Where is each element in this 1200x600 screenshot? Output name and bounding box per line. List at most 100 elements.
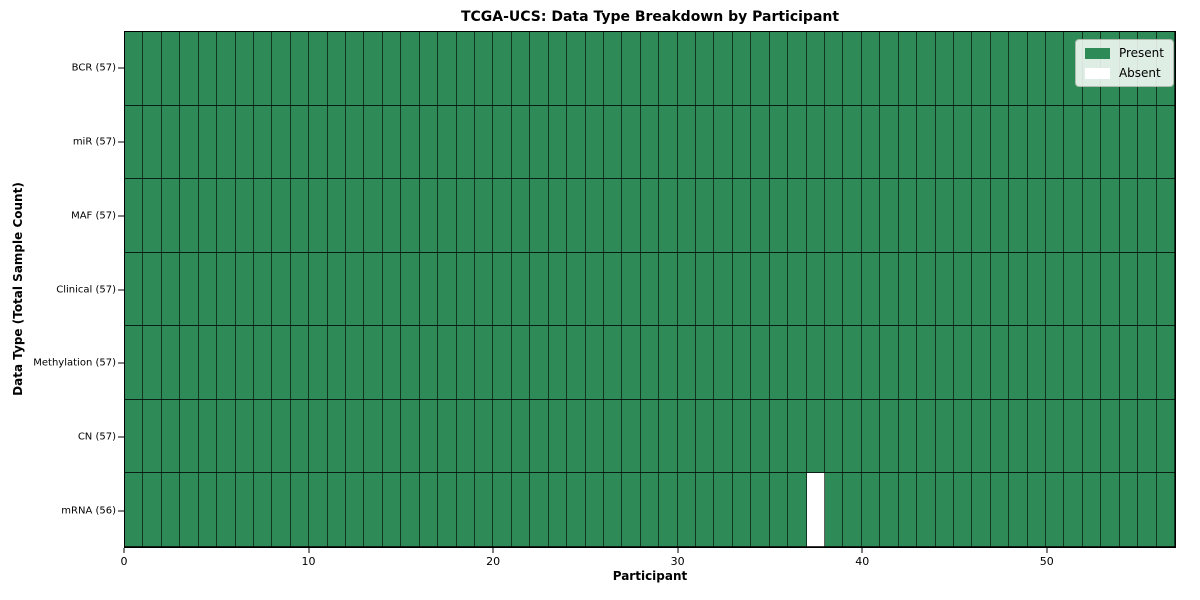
heatmap-cell xyxy=(1156,252,1175,327)
heatmap-cell xyxy=(806,252,825,327)
heatmap-cell xyxy=(161,252,181,327)
heatmap-cell xyxy=(806,179,825,253)
x-tick-label: 30 xyxy=(670,555,685,568)
heatmap-cell xyxy=(659,32,678,106)
heatmap-cell xyxy=(475,326,494,400)
heatmap-cell xyxy=(603,252,623,327)
heatmap-cell xyxy=(548,326,568,400)
heatmap-cell xyxy=(1156,473,1175,547)
heatmap-cell xyxy=(1009,326,1028,400)
heatmap-cell xyxy=(732,473,752,547)
heatmap-cell xyxy=(309,179,328,253)
heatmap-cell xyxy=(843,473,862,547)
heatmap-cell xyxy=(972,179,991,253)
heatmap-cell xyxy=(640,32,660,106)
heatmap-cell xyxy=(935,179,954,253)
heatmap-cell xyxy=(825,252,844,327)
heatmap-cell xyxy=(1119,326,1139,400)
y-tick-label: Methylation (57) xyxy=(33,357,116,369)
heatmap-cell xyxy=(1046,32,1065,106)
heatmap-cell xyxy=(401,252,420,327)
y-tick-mark xyxy=(118,215,124,217)
heatmap-cell xyxy=(198,326,218,400)
heatmap-cell xyxy=(253,399,273,474)
heatmap-cell xyxy=(180,326,199,400)
heatmap-cell xyxy=(327,399,347,474)
heatmap-cell xyxy=(1082,252,1102,327)
heatmap-cell xyxy=(364,473,383,547)
heatmap-cell xyxy=(1101,105,1120,180)
heatmap-cell xyxy=(161,105,181,180)
heatmap-cell xyxy=(438,473,457,547)
heatmap-cell xyxy=(327,252,347,327)
heatmap-cell xyxy=(493,105,512,180)
heatmap-cell xyxy=(493,179,512,253)
heatmap-cell xyxy=(1119,105,1139,180)
y-tick-mark xyxy=(118,436,124,438)
heatmap-cell xyxy=(788,326,807,400)
heatmap-cell xyxy=(567,473,586,547)
heatmap-cell xyxy=(253,473,273,547)
heatmap-cell xyxy=(917,105,936,180)
heatmap-cell xyxy=(290,252,310,327)
heatmap-cell xyxy=(788,32,807,106)
heatmap-cell xyxy=(1064,105,1083,180)
heatmap-cell xyxy=(1119,473,1139,547)
heatmap-cell xyxy=(769,105,789,180)
heatmap-cell xyxy=(530,473,549,547)
heatmap-cell xyxy=(567,399,586,474)
heatmap-cell xyxy=(1027,32,1047,106)
heatmap-cell xyxy=(1046,473,1065,547)
heatmap-cell xyxy=(401,32,420,106)
heatmap-cell xyxy=(880,326,899,400)
heatmap-cell xyxy=(382,179,402,253)
heatmap-cell xyxy=(622,32,641,106)
heatmap-cell xyxy=(511,32,531,106)
heatmap-cell xyxy=(825,32,844,106)
heatmap-cell xyxy=(935,399,954,474)
present-swatch xyxy=(1084,47,1110,59)
heatmap-cell xyxy=(1009,105,1028,180)
heatmap-cell xyxy=(825,326,844,400)
x-tick-label: 40 xyxy=(855,555,870,568)
heatmap-cell xyxy=(1009,399,1028,474)
heatmap-cell xyxy=(603,105,623,180)
heatmap-cell xyxy=(843,105,862,180)
heatmap-cell xyxy=(235,473,254,547)
x-tick-mark xyxy=(677,548,679,553)
y-tick-mark xyxy=(118,289,124,290)
heatmap-cell xyxy=(953,473,973,547)
y-tick-label: CN (57) xyxy=(77,431,116,443)
heatmap-cell xyxy=(346,32,365,106)
heatmap-cell xyxy=(696,326,715,400)
heatmap-cell xyxy=(1101,399,1120,474)
heatmap-cell xyxy=(585,252,604,327)
heatmap-cell xyxy=(640,326,660,400)
heatmap-cell xyxy=(530,32,549,106)
heatmap-cell xyxy=(1101,252,1120,327)
heatmap-cell xyxy=(309,32,328,106)
heatmap-cell xyxy=(603,399,623,474)
heatmap-cell xyxy=(990,179,1010,253)
heatmap-cell xyxy=(235,326,254,400)
heatmap-cell xyxy=(953,179,973,253)
heatmap-cell xyxy=(346,399,365,474)
heatmap-cell xyxy=(972,105,991,180)
heatmap-cell xyxy=(788,105,807,180)
heatmap-cell xyxy=(677,252,697,327)
heatmap-cell xyxy=(346,179,365,253)
heatmap-cell xyxy=(659,179,678,253)
heatmap-cell xyxy=(198,179,218,253)
heatmap-cell xyxy=(456,473,475,547)
heatmap-cell xyxy=(825,473,844,547)
heatmap-cell xyxy=(217,326,236,400)
x-tick-label: 20 xyxy=(486,555,501,568)
heatmap-cell xyxy=(530,326,549,400)
y-tick-label: Clinical (57) xyxy=(56,284,116,295)
heatmap-cell xyxy=(180,32,199,106)
heatmap-cell xyxy=(917,326,936,400)
heatmap-cell xyxy=(843,252,862,327)
y-tick-marks xyxy=(118,31,124,548)
heatmap-cell xyxy=(696,399,715,474)
heatmap-cell xyxy=(438,105,457,180)
